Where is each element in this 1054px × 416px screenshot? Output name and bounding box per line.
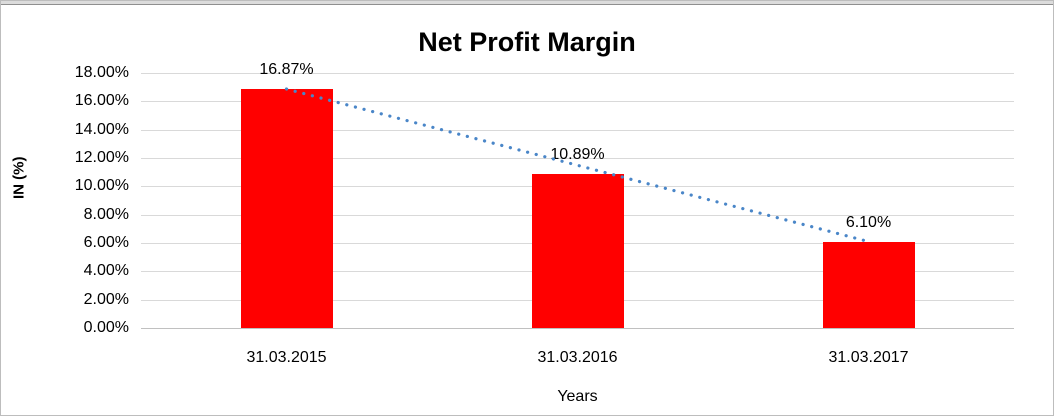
bar-value-label: 10.89% [550,145,605,163]
y-tick-label: 6.00% [83,234,129,251]
bar-value-label: 16.87% [259,61,314,79]
bar-31.03.2017 [822,241,915,328]
y-tick-label: 16.00% [74,92,129,110]
y-tick-label: 0.00% [83,319,129,336]
x-tick-label: 31.03.2017 [828,349,909,366]
plot-area: 16.87% 10.89% 6.10% [141,62,1014,329]
bar-31.03.2016 [531,173,624,328]
bar-31.03.2015 [240,89,333,328]
y-tick-label: 12.00% [74,149,129,166]
x-axis-line [141,328,1014,329]
x-tick-label: 31.03.2016 [537,349,618,366]
x-tick-label: 31.03.2015 [246,349,327,366]
gridline [141,73,1014,74]
y-tick-label: 8.00% [83,205,129,223]
bar-value-label: 6.10% [845,213,892,231]
x-axis-title: Years [557,388,598,405]
y-tick-label: 18.00% [74,64,129,81]
chart-title: Net Profit Margin [418,27,636,57]
y-tick-label: 10.00% [74,177,129,195]
y-tick-label: 14.00% [74,120,129,138]
y-tick-label: 4.00% [83,262,129,280]
y-axis-title: IN (%) [10,156,28,200]
y-tick-label: 2.00% [83,290,129,308]
